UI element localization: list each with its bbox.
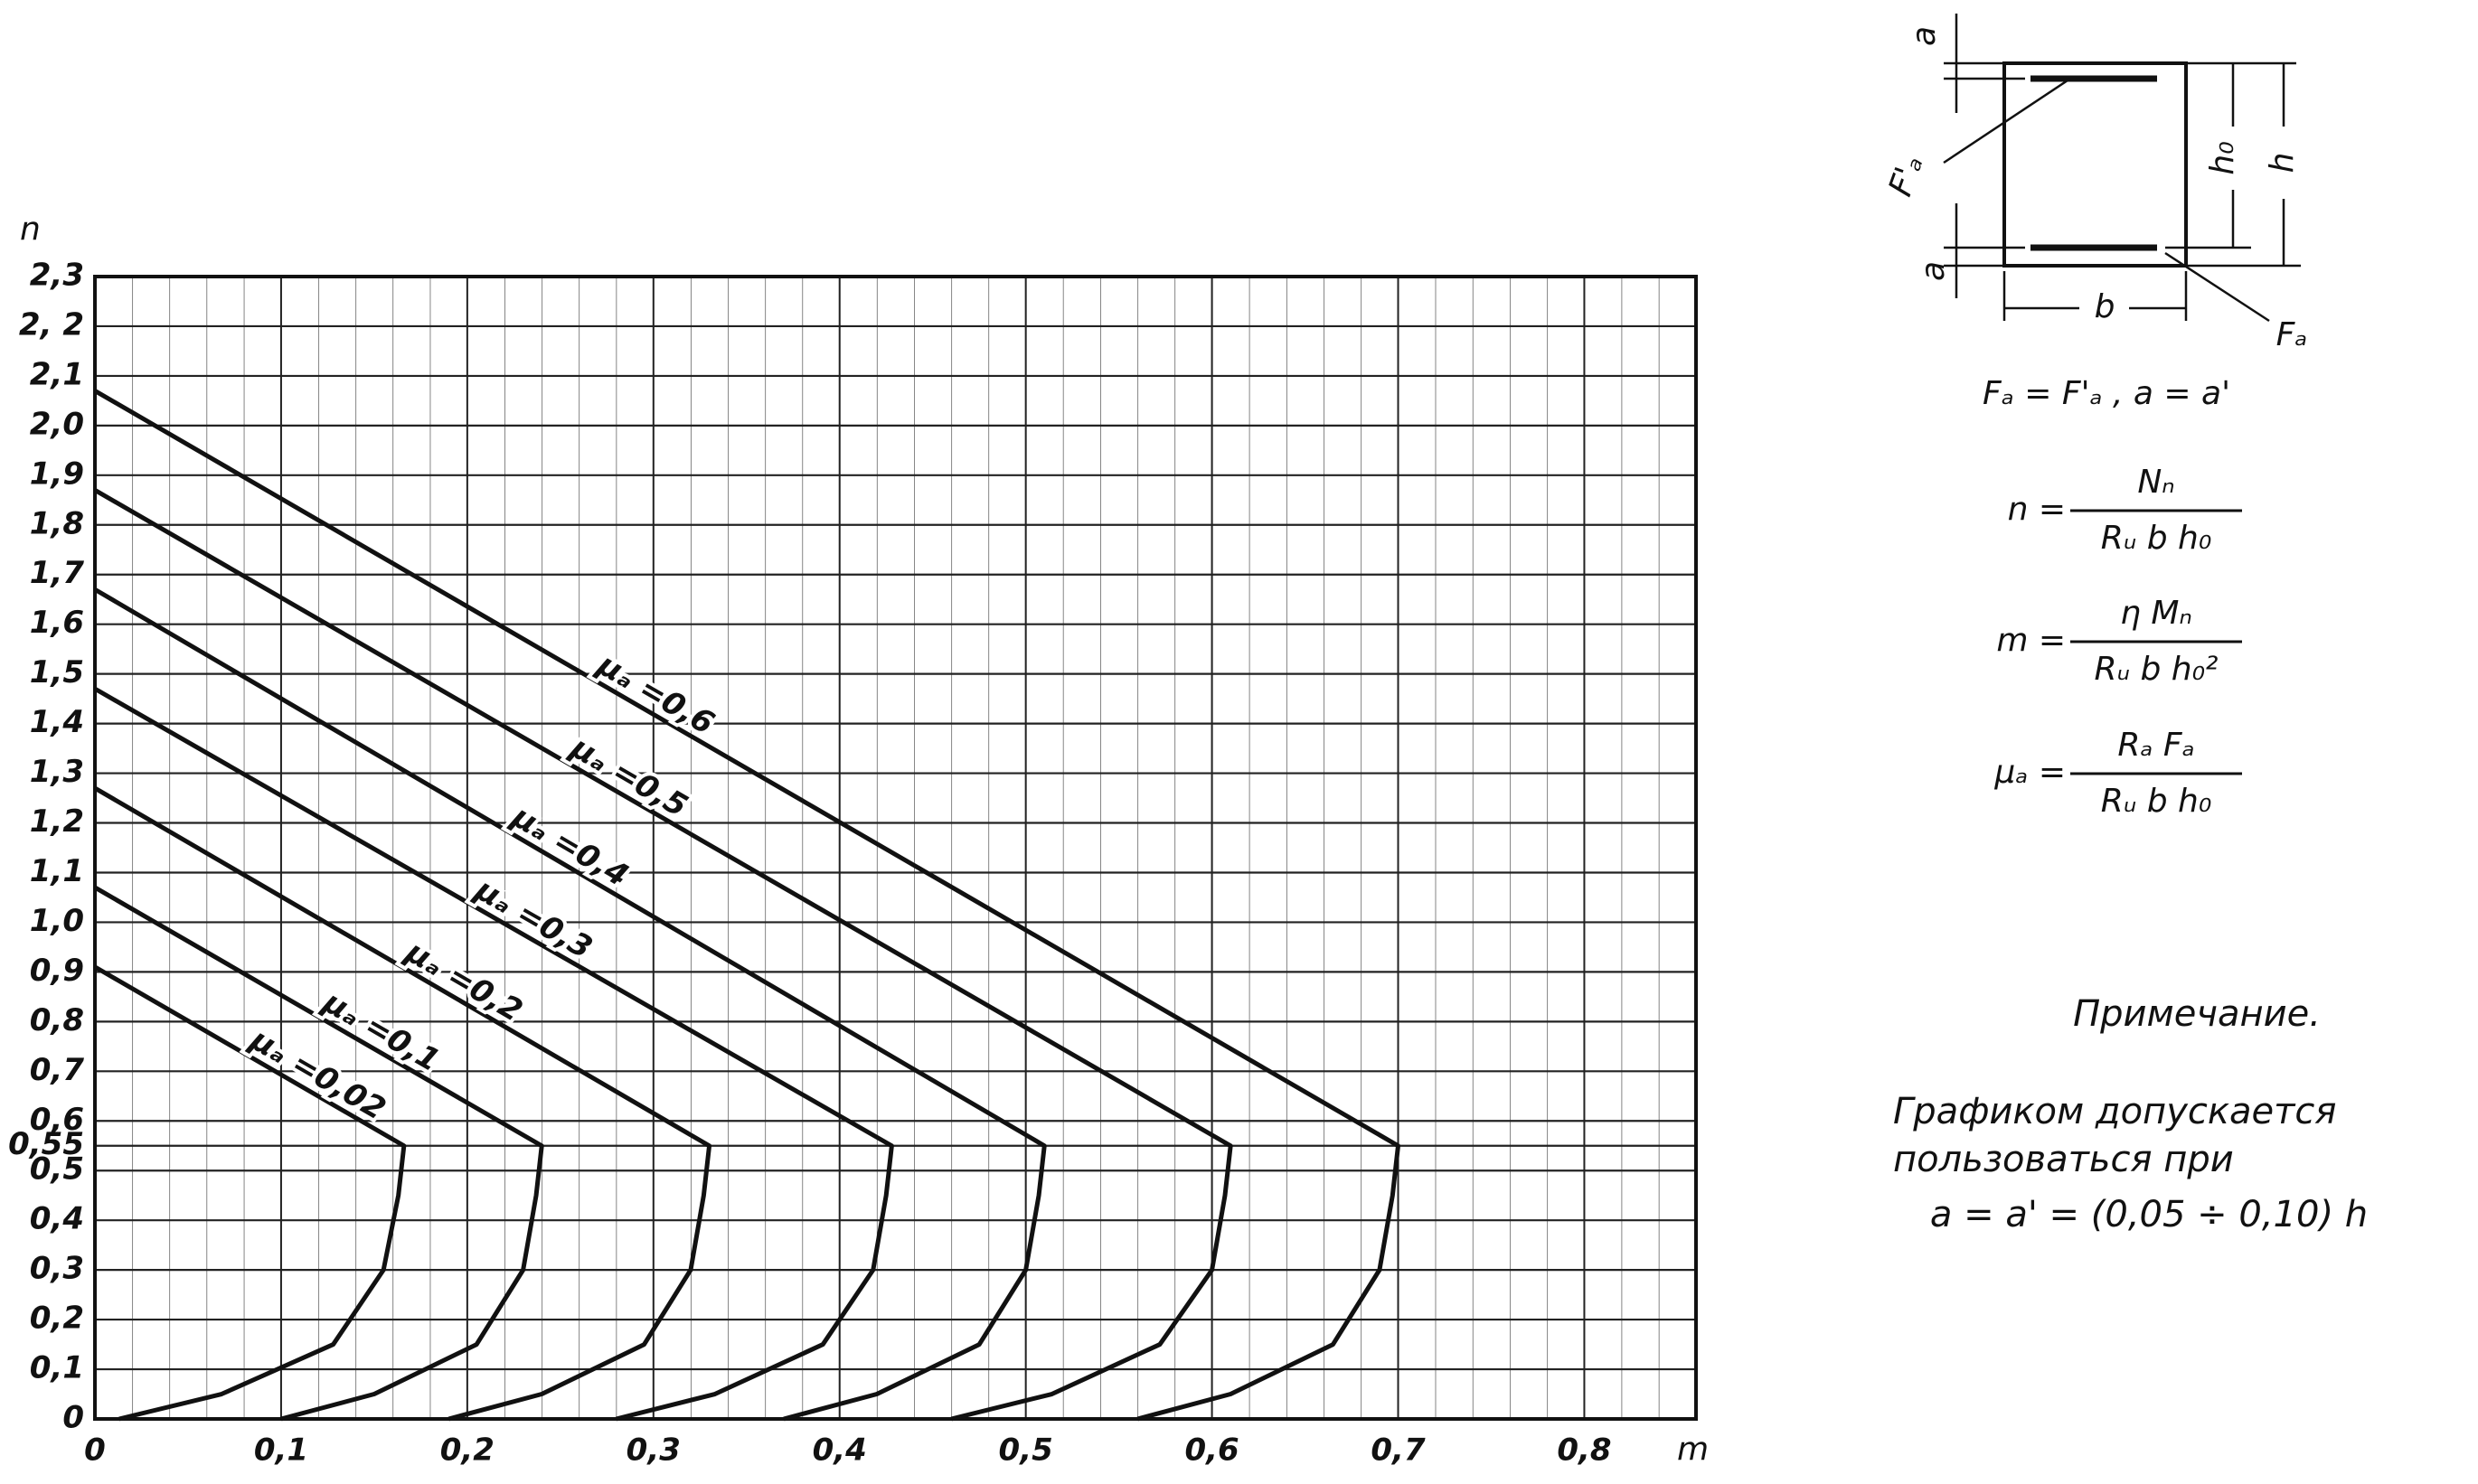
x-tick-label: 0,8 xyxy=(1557,1432,1611,1469)
y-tick-label: 2, 2 xyxy=(19,306,84,343)
y-tick-label: 0,2 xyxy=(30,1301,84,1337)
y-tick-label: 0,8 xyxy=(30,1002,84,1038)
series-line xyxy=(93,785,712,1422)
series-line xyxy=(93,488,1233,1422)
leader-line xyxy=(1943,77,2071,164)
y-tick-label: 1,1 xyxy=(30,853,84,889)
leader-line xyxy=(2164,251,2270,323)
y-tick-label: 0,4 xyxy=(30,1201,84,1237)
note-line: a = a' = (0,05 ÷ 0,10) h xyxy=(1930,1194,2368,1235)
formula-denominator: Rᵤ b h₀ xyxy=(2101,520,2212,557)
label-h: h xyxy=(2264,153,2301,174)
note-line: пользоваться при xyxy=(1893,1139,2234,1180)
formula-numerator: η Mₙ xyxy=(2120,595,2192,632)
y-axis-label: n xyxy=(20,211,41,248)
y-tick-label: 2,1 xyxy=(30,356,84,392)
x-tick-label: 0,3 xyxy=(627,1432,681,1469)
formula-numerator: Nₙ xyxy=(2137,464,2174,501)
y-tick-label: 2,3 xyxy=(30,258,84,294)
y-tick-label: 0,3 xyxy=(30,1251,84,1287)
y-tick-label: 1,7 xyxy=(30,555,85,591)
y-tick-label: 1,4 xyxy=(30,704,84,740)
x-tick-label: 0,7 xyxy=(1371,1432,1426,1469)
y-tick-label: 1,6 xyxy=(30,605,84,641)
y-tick-label: 1,3 xyxy=(30,754,84,790)
formula-denominator: Rᵤ b h₀ xyxy=(2101,783,2212,820)
label-a-bottom: a xyxy=(1915,261,1952,281)
y-tick-label: 0,6 xyxy=(30,1102,84,1138)
y-tick-label: 0,1 xyxy=(30,1350,84,1386)
note-line: Графиком допускается xyxy=(1893,1091,2337,1132)
cross-section: a h₀ h F'ₐ a b Fₐ Fₐ = F'ₐ , a = a' xyxy=(1882,14,2308,412)
y-tick-label: 2,0 xyxy=(30,406,84,442)
y-tick-label: 1,9 xyxy=(30,456,84,492)
label-b: b xyxy=(2095,288,2115,325)
y-tick-label: 1,8 xyxy=(30,505,84,541)
label-h0: h₀ xyxy=(2204,141,2241,174)
x-tick-label: 0,2 xyxy=(440,1432,495,1469)
series-line xyxy=(93,389,1401,1422)
formula-lhs: n = xyxy=(2008,491,2066,528)
series-line xyxy=(93,587,1047,1422)
y-tick-label: 0,5 xyxy=(30,1151,84,1188)
formulas: n = Nₙ Rᵤ b h₀ m = η Mₙ Rᵤ b h₀² μₐ = Rₐ Fₐ Rᵤ b… xyxy=(1993,464,2242,820)
formula-denominator: Rᵤ b h₀² xyxy=(2094,651,2218,688)
series-line xyxy=(93,964,407,1422)
x-tick-label: 0,4 xyxy=(813,1432,867,1469)
x-tick-label: 0,6 xyxy=(1184,1432,1239,1469)
note-title: Примечание. xyxy=(2073,993,2321,1035)
label-fa-prime: F'ₐ xyxy=(1882,150,1931,201)
x-tick-label: 0,1 xyxy=(254,1432,308,1469)
minor-grid xyxy=(95,277,1696,1419)
y-tick-label: 1,0 xyxy=(30,903,84,939)
y-tick-label: 0,55 xyxy=(8,1126,84,1162)
x-tick-label: 0,5 xyxy=(999,1432,1053,1469)
x-tick-label: 0 xyxy=(84,1432,106,1469)
y-tick-label: 0,7 xyxy=(30,1052,85,1088)
formula-lhs: μₐ = xyxy=(1993,754,2066,791)
label-fa: Fₐ xyxy=(2276,316,2308,353)
formula-lhs: m = xyxy=(1996,622,2066,659)
y-tick-label: 1,5 xyxy=(30,654,84,690)
note: Примечание. Графиком допускается пользов… xyxy=(1893,993,2368,1235)
x-axis-label: m xyxy=(1677,1431,1709,1468)
series-line xyxy=(93,686,894,1422)
y-tick-label: 1,2 xyxy=(30,803,84,840)
formula-numerator: Rₐ Fₐ xyxy=(2117,727,2194,764)
section-outline xyxy=(2002,61,2188,268)
label-a-top: a xyxy=(1906,26,1943,46)
equality: Fₐ = F'ₐ , a = a' xyxy=(1983,375,2230,412)
y-tick-label: 0 xyxy=(62,1400,84,1436)
y-tick-label: 0,9 xyxy=(30,953,84,989)
plot-frame xyxy=(93,275,1698,1421)
series-line xyxy=(93,885,544,1422)
